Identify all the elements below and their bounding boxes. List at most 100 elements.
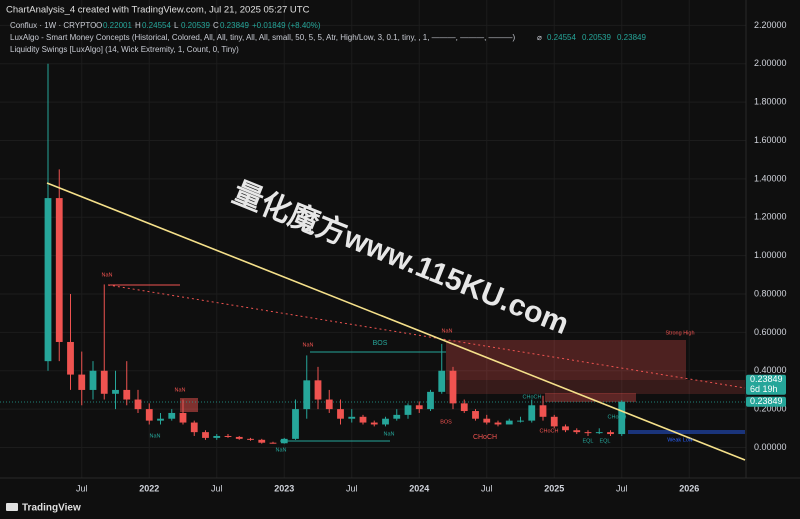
- candle-body: [112, 389, 119, 394]
- x-tick-label: 2023: [274, 483, 294, 493]
- candle-body: [100, 370, 108, 394]
- annotation: CHoCH: [540, 428, 559, 434]
- candle-body: [438, 370, 446, 392]
- candle-body: [460, 403, 468, 412]
- order-block: [180, 398, 198, 412]
- demand-zone: [628, 430, 745, 434]
- price-badge: [746, 374, 786, 395]
- footer: TradingView: [22, 503, 81, 514]
- candle-body: [44, 198, 52, 362]
- candle-body: [483, 418, 491, 423]
- legend: Conflux · 1W · CRYPTO O 0.22001 H 0.24554 L 0.…: [10, 21, 646, 42]
- candle-body: [595, 432, 603, 434]
- candle-body: [179, 412, 187, 423]
- smc-price: 0.23849: [750, 396, 783, 406]
- annotation: BOS: [373, 340, 388, 347]
- y-tick-label: 0.40000: [754, 365, 787, 375]
- annotation: CHoCH: [608, 414, 627, 420]
- legend-text: L: [174, 21, 179, 30]
- x-tick-label: Jul: [211, 483, 223, 493]
- candle-body: [359, 416, 367, 423]
- legend-text: 0.22001: [103, 21, 132, 30]
- candle-body: [235, 436, 243, 439]
- candle-body: [247, 438, 254, 440]
- x-tick-label: 2024: [409, 483, 429, 493]
- candle-body: [168, 412, 176, 419]
- candle-body: [190, 422, 198, 433]
- countdown: 6d 19h: [750, 384, 778, 394]
- indicator-value: 0.23849: [617, 33, 646, 42]
- y-tick-label: 1.00000: [754, 250, 787, 260]
- candle-body: [427, 391, 434, 410]
- candle-body: [258, 439, 266, 443]
- candle-body: [325, 399, 333, 410]
- legend-text: +0.01849 (+8.40%): [252, 21, 321, 30]
- supply-zone: [446, 340, 686, 380]
- x-tick-label: 2025: [544, 483, 564, 493]
- annotation: NaN: [383, 431, 394, 437]
- candle-body: [517, 420, 524, 422]
- candle-body: [78, 374, 86, 390]
- annotation: NaN: [275, 447, 286, 453]
- legend-text: 0.23849: [220, 21, 249, 30]
- y-tick-label: 0.20000: [754, 403, 787, 413]
- x-tick-label: Jul: [346, 483, 358, 493]
- y-tick-label: 2.20000: [754, 20, 787, 30]
- annotation: NaN: [101, 272, 112, 278]
- x-tick-label: 2026: [679, 483, 699, 493]
- indicator: LuxAlgo - Smart Money Concepts (Historic…: [10, 33, 516, 42]
- candle-body: [528, 405, 536, 421]
- candle-body: [472, 411, 479, 419]
- indicator-value: 0.20539: [582, 33, 611, 42]
- candle-body: [280, 438, 288, 444]
- y-tick-label: 1.20000: [754, 212, 787, 222]
- legend-text: 0.20539: [181, 21, 210, 30]
- candle-body: [145, 409, 153, 421]
- candle-body: [213, 435, 221, 438]
- y-tick-label: 0.00000: [754, 442, 787, 452]
- annotation: EQL: [599, 438, 610, 444]
- x-axis: Jul 2022 Jul 2023 Jul 2024 Jul 2025 Jul 2026: [76, 483, 699, 493]
- candle-body: [404, 405, 412, 415]
- header: ChartAnalysis_4 created with TradingView…: [6, 5, 310, 16]
- candle-body: [382, 418, 389, 425]
- x-tick-label: Jul: [616, 483, 628, 493]
- annotation: Strong High: [665, 330, 694, 336]
- candle-body: [123, 389, 131, 400]
- annotation: BOS: [440, 419, 452, 425]
- candle-body: [584, 432, 592, 434]
- indicator-value: 0.24554: [547, 33, 576, 42]
- candle-body: [393, 414, 401, 419]
- candle-body: [67, 341, 74, 375]
- x-tick-label: Jul: [76, 483, 88, 493]
- legend-text: Conflux · 1W · CRYPTO: [10, 21, 96, 30]
- legend-text: C: [213, 21, 219, 30]
- y-tick-label: 1.60000: [754, 135, 787, 145]
- annotation: NaN: [441, 328, 452, 334]
- candle-body: [573, 430, 581, 433]
- y-tick-label: 1.80000: [754, 97, 787, 107]
- order-block: [545, 393, 636, 402]
- price-badge: [746, 396, 786, 407]
- candle-body: [157, 418, 164, 421]
- annotation: NaN: [174, 387, 185, 393]
- candle-body: [348, 416, 356, 419]
- candle-body: [562, 426, 569, 431]
- annotations: NaN NaN NaN NaN NaN NaN NaN BOS BOS CHoCH CHoCH CHo…: [101, 272, 694, 453]
- legend-text: ⌀: [537, 33, 542, 42]
- candle-body: [303, 380, 311, 410]
- candle-body: [224, 435, 232, 437]
- candle-body: [337, 409, 344, 419]
- candle-body: [269, 442, 277, 444]
- candles: [44, 63, 626, 444]
- y-axis: 0.00000 0.20000 0.40000 0.60000 0.80000 1.000…: [746, 20, 787, 452]
- candle-body: [607, 432, 614, 435]
- annotation: Weak Low: [667, 437, 693, 443]
- annotation: NaN: [149, 433, 160, 439]
- candle-body: [505, 420, 513, 425]
- logo: [6, 503, 18, 511]
- candle-body: [202, 432, 209, 438]
- last-price: 0.23849: [750, 374, 783, 384]
